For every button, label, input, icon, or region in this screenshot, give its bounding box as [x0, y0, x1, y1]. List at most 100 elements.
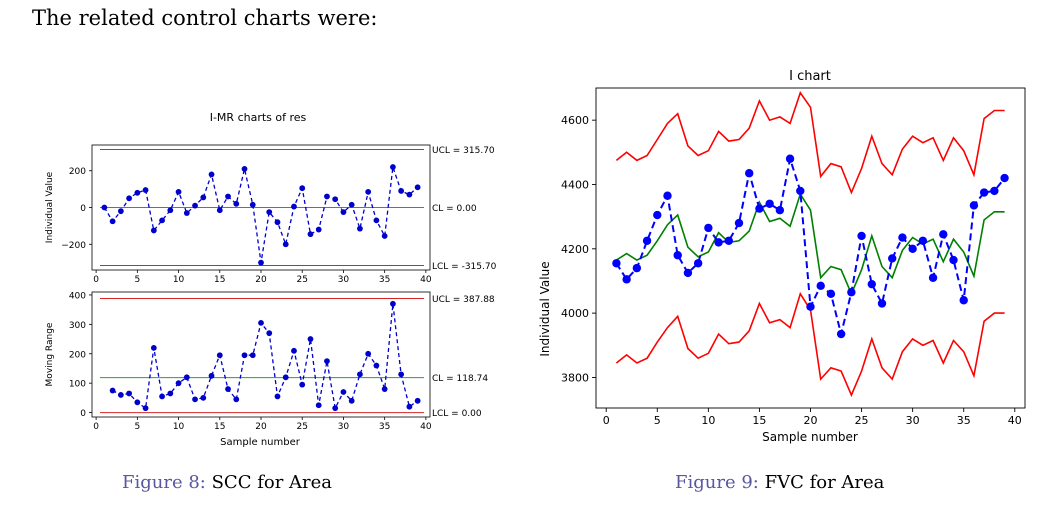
mr-point — [249, 352, 256, 359]
ind-ylabel: Individual Value — [45, 171, 55, 243]
ind-point — [183, 210, 190, 216]
ichart-point — [857, 231, 866, 241]
mr-limit-label: LCL = 0.00 — [432, 409, 482, 419]
ind-point — [373, 217, 380, 224]
ichart-point — [867, 279, 876, 289]
ichart-point — [877, 299, 887, 308]
ind-ytick-label: 200 — [69, 167, 86, 177]
ind-point — [126, 195, 132, 202]
mr-point — [282, 374, 289, 381]
mr-point — [159, 393, 165, 400]
mr-point — [307, 336, 314, 342]
ichart-point — [632, 263, 642, 273]
ind-point — [233, 200, 240, 207]
ind-point — [340, 209, 347, 215]
ind-point — [414, 184, 421, 191]
imr-title: I-MR charts of res — [210, 111, 307, 124]
mr-ytick-label: 300 — [69, 321, 86, 331]
ichart-ytick-label: 3800 — [561, 371, 589, 384]
ind-point — [216, 207, 223, 214]
ind-point — [258, 259, 264, 266]
mr-ytick-label: 400 — [69, 291, 86, 301]
ind-limit-label: LCL = -315.70 — [432, 262, 497, 272]
ind-point — [117, 208, 124, 215]
mr-xtick-label: 15 — [214, 422, 225, 432]
mr-point — [241, 352, 248, 359]
ichart-xtick-label: 0 — [603, 414, 610, 427]
mr-point — [291, 347, 297, 354]
ichart-point — [622, 275, 631, 284]
ichart-xlabel: Sample number — [762, 430, 858, 444]
mr-xtick-label: 40 — [420, 422, 432, 432]
ind-xtick-label: 35 — [379, 275, 390, 285]
ind-point — [266, 209, 273, 215]
ichart-point — [898, 233, 907, 242]
mr-point — [183, 374, 190, 381]
mr-point — [225, 386, 231, 392]
ichart-point — [979, 188, 989, 197]
mr-ylabel: Moving Range — [45, 322, 55, 386]
ichart-ytick-label: 4200 — [561, 243, 589, 256]
mr-xtick-label: 25 — [296, 422, 307, 432]
mr-xtick-label: 10 — [173, 422, 185, 432]
ichart-point — [969, 201, 979, 210]
mr-point — [406, 403, 413, 410]
mr-point — [324, 358, 330, 365]
ichart-point — [959, 296, 968, 305]
ichart-xtick-label: 15 — [752, 414, 766, 427]
mr-point — [233, 396, 240, 403]
ichart-point — [888, 254, 897, 263]
ind-xtick-label: 15 — [214, 275, 225, 285]
ichart-point — [796, 186, 805, 196]
mr-point — [414, 397, 421, 404]
ind-point — [332, 196, 339, 203]
mr-point — [348, 397, 355, 404]
mr-xtick-label: 20 — [255, 422, 267, 432]
ichart-ytick-label: 4000 — [561, 307, 589, 320]
ind-point — [324, 193, 330, 200]
ichart-point — [785, 154, 795, 163]
ind-point — [249, 201, 256, 208]
mr-ytick-label: 200 — [69, 350, 86, 360]
mr-limit-label: CL = 118.74 — [432, 374, 488, 384]
ichart-xtick-label: 35 — [957, 414, 971, 427]
ichart-point — [939, 230, 948, 239]
ind-point — [307, 231, 314, 238]
mr-ytick-label: 0 — [80, 409, 86, 419]
mr-point — [216, 352, 223, 359]
ind-xtick-label: 25 — [296, 275, 307, 285]
ind-ytick-label: 0 — [80, 204, 86, 214]
ind-point — [381, 233, 388, 239]
mr-point — [192, 396, 198, 403]
imr-chart: I-MR charts of res Sample number UCL = 3… — [45, 111, 497, 448]
ind-point — [101, 204, 108, 211]
mr-point — [208, 372, 215, 379]
ichart-point — [816, 281, 825, 290]
ichart-point — [775, 206, 785, 215]
ind-point — [159, 217, 165, 224]
ind-point — [200, 194, 207, 201]
ichart-title: I chart — [789, 69, 831, 84]
ind-xtick-label: 20 — [255, 275, 267, 285]
mr-point — [398, 371, 405, 378]
ichart-xtick-label: 30 — [906, 414, 920, 427]
ind-point — [390, 164, 396, 170]
mr-point — [175, 380, 182, 387]
ichart-point — [642, 236, 652, 245]
mr-point — [315, 402, 322, 409]
ichart-point — [949, 255, 958, 265]
figure-9-label: Figure 9: — [675, 472, 759, 493]
ichart-plot: 0 5 10 15 20 25 30 35 40 3800 4000 4200 4400 4600 — [561, 87, 1026, 427]
ichart-point — [847, 288, 856, 297]
mr-point — [340, 389, 347, 395]
ichart-xtick-label: 10 — [701, 414, 715, 427]
ind-limit-label: CL = 0.00 — [432, 204, 477, 214]
ichart-point — [714, 238, 723, 247]
ichart-point — [673, 251, 682, 260]
mr-frame — [91, 291, 431, 418]
ichart-ytick-label: 4400 — [561, 178, 589, 191]
ichart-point — [1000, 173, 1009, 183]
ind-point — [291, 203, 297, 210]
mr-point — [299, 381, 306, 388]
